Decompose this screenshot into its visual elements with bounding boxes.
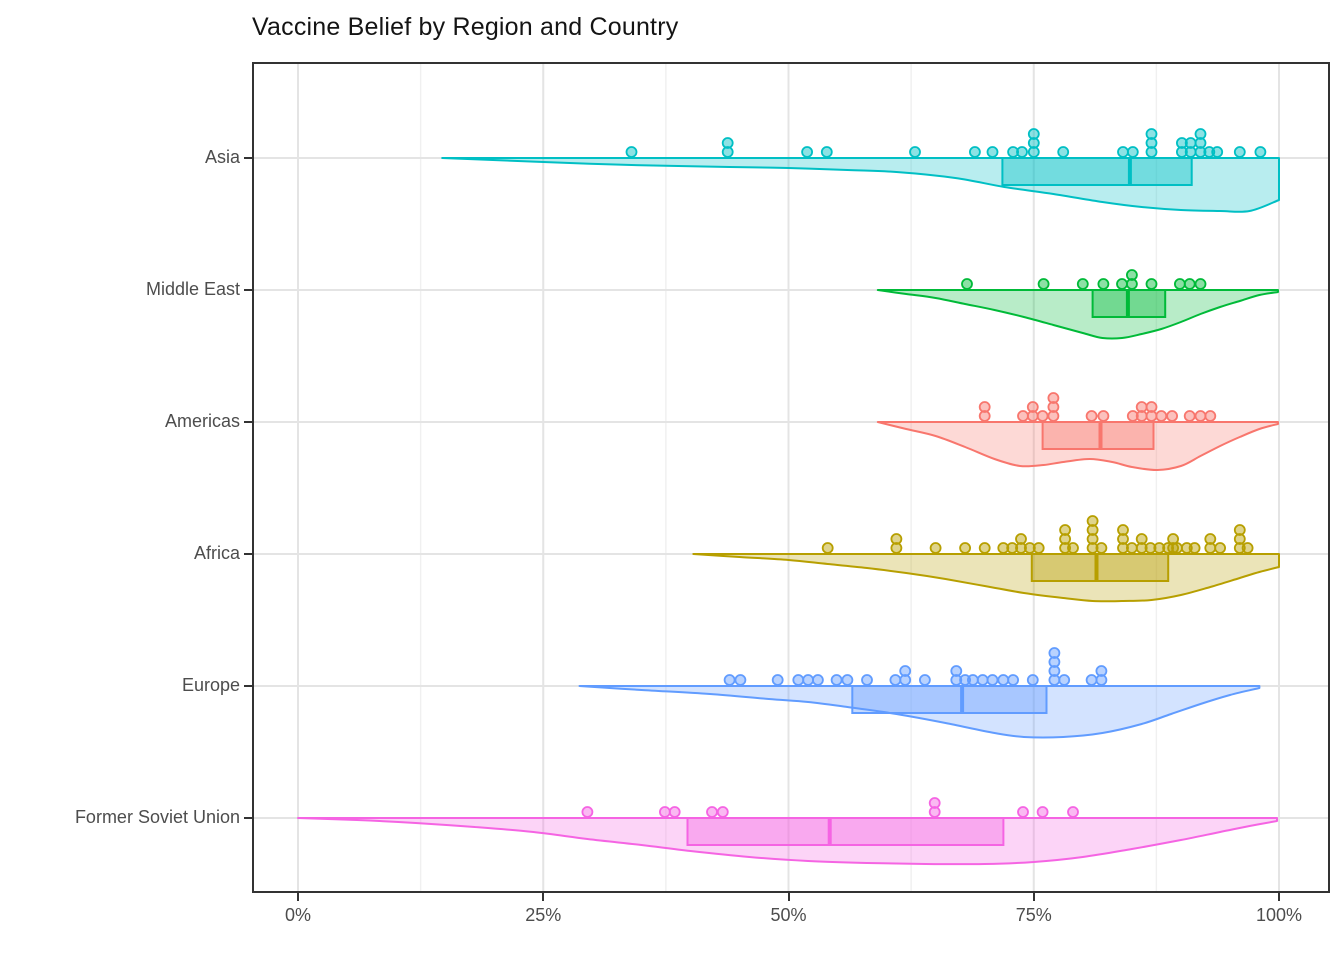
x-axis-tick (1278, 893, 1280, 901)
y-axis-label-middle-east: Middle East (145, 279, 240, 299)
y-axis-tick (244, 421, 252, 423)
x-axis-tick (542, 893, 545, 901)
plot-panel (252, 62, 1330, 893)
x-axis-tick-label: 50% (770, 905, 807, 925)
x-axis-tick-label: 0% (284, 905, 311, 925)
x-axis-tick-label: 100% (1255, 905, 1303, 925)
y-axis-label-americas: Americas (164, 411, 240, 431)
y-axis-tick (244, 157, 252, 159)
y-axis-tick (244, 685, 252, 687)
x-axis-tick-label: 25% (525, 905, 562, 925)
y-axis-tick (244, 817, 252, 819)
x-axis-tick (297, 893, 299, 901)
y-axis-label-asia: Asia (204, 147, 240, 167)
y-axis-tick (244, 289, 252, 291)
y-axis-tick (244, 553, 252, 555)
x-axis-tick (1032, 893, 1035, 901)
chart-title: Vaccine Belief by Region and Country (252, 13, 679, 41)
y-axis-label-europe: Europe (181, 675, 240, 695)
x-axis-tick-label: 75% (1015, 905, 1052, 925)
y-axis-label-former-soviet-union: Former Soviet Union (74, 807, 240, 827)
plot-canvas (252, 62, 1330, 893)
x-axis-tick (787, 893, 790, 901)
y-axis-label-africa: Africa (193, 543, 240, 563)
